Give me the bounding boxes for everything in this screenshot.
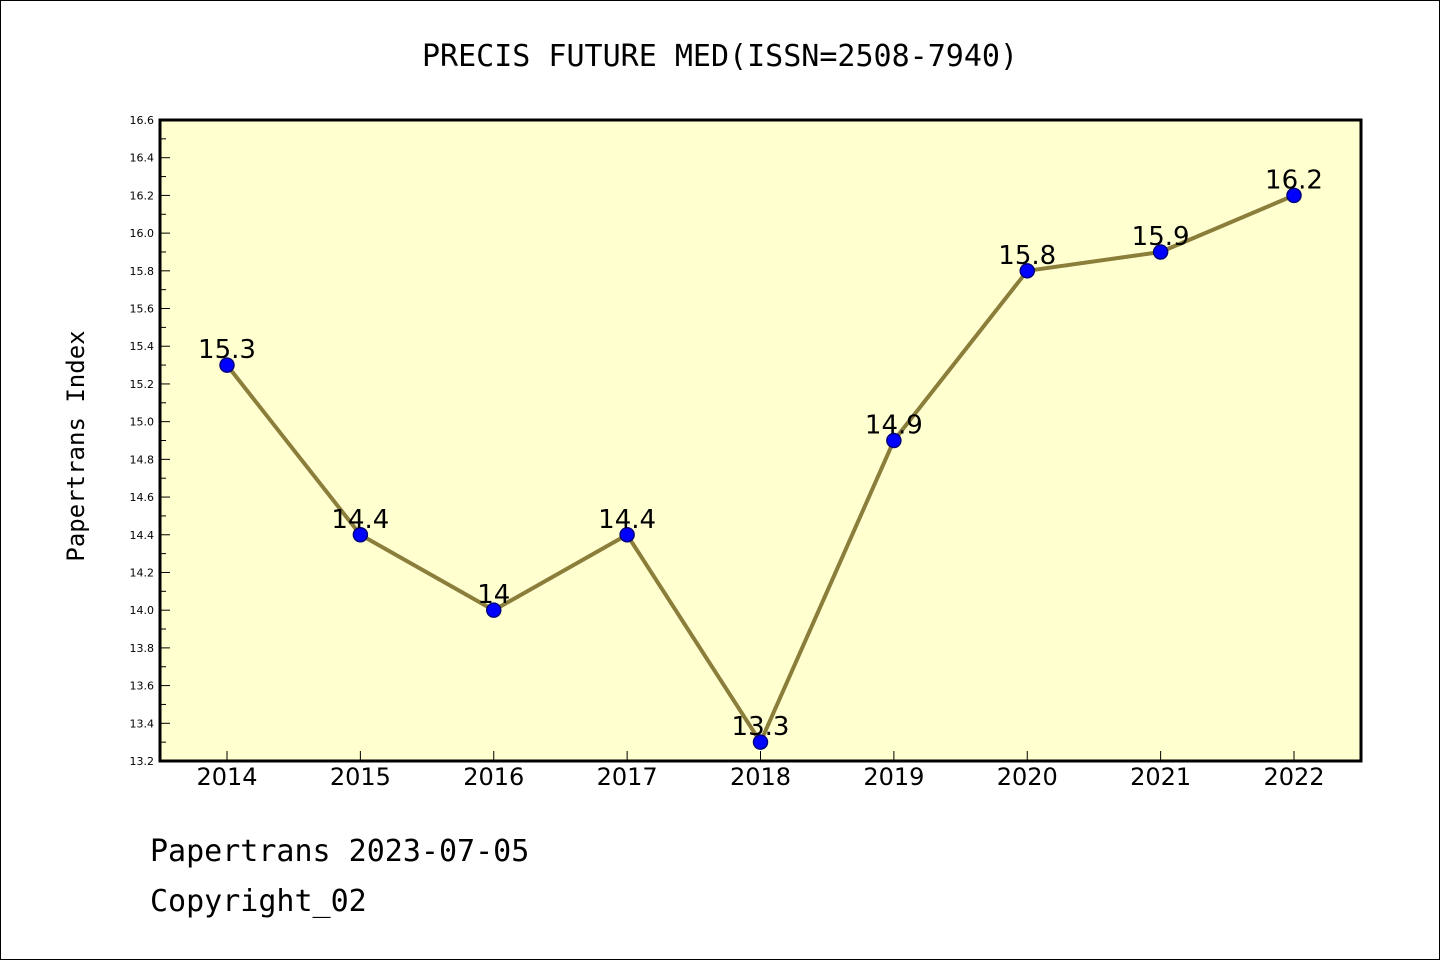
y-tick-label: 16.2 bbox=[130, 189, 155, 202]
x-tick-label: 2016 bbox=[463, 763, 524, 791]
y-tick-label: 14.4 bbox=[130, 529, 155, 542]
y-tick-label: 13.8 bbox=[130, 642, 155, 655]
y-tick-label: 13.4 bbox=[130, 717, 155, 730]
y-tick-label: 15.4 bbox=[130, 340, 155, 353]
y-axis-label: Papertrans Index bbox=[62, 330, 90, 561]
data-point-marker bbox=[219, 357, 235, 373]
data-point-label: 14.4 bbox=[331, 505, 389, 535]
y-tick-label: 13.2 bbox=[130, 755, 155, 768]
data-point-marker bbox=[1286, 187, 1302, 204]
y-axis-ticks: 13.2 13.4 13.6 13.8 14.0 14.2 14.4 14.6 14.8 15.0… bbox=[130, 114, 170, 768]
data-point-marker bbox=[352, 527, 369, 543]
x-tick-label: 2022 bbox=[1263, 763, 1324, 791]
data-point-label: 14 bbox=[477, 580, 510, 610]
data-labels: 15.3 14.4 14 14.4 13.3 14.9 15.8 15.9 16.2 bbox=[198, 165, 1323, 742]
y-tick-label: 14.6 bbox=[130, 491, 155, 504]
x-tick-label: 2020 bbox=[997, 763, 1058, 791]
chart-title: PRECIS FUTURE MED(ISSN=2508-7940) bbox=[422, 39, 1018, 74]
x-tick-label: 2021 bbox=[1130, 763, 1191, 791]
x-axis-ticks: 2014 2015 2016 2017 2018 2019 2020 2021 2022 bbox=[196, 751, 1325, 791]
data-point-label: 13.3 bbox=[732, 712, 790, 742]
data-point-label: 14.9 bbox=[865, 411, 923, 441]
plot-area bbox=[158, 118, 1363, 763]
data-point-label: 15.3 bbox=[198, 335, 256, 365]
x-tick-label: 2017 bbox=[597, 763, 658, 791]
y-tick-label: 15.6 bbox=[130, 303, 155, 316]
y-tick-label: 14.2 bbox=[130, 566, 155, 579]
data-point-marker bbox=[619, 527, 635, 543]
data-point-marker bbox=[1019, 263, 1035, 279]
y-tick-label: 16.6 bbox=[130, 114, 155, 127]
data-point-marker bbox=[752, 734, 769, 750]
y-tick-label: 14.0 bbox=[130, 604, 155, 617]
data-point-label: 16.2 bbox=[1265, 165, 1323, 195]
x-tick-label: 2015 bbox=[330, 763, 391, 791]
data-point-marker bbox=[1152, 244, 1169, 260]
data-point-label: 15.9 bbox=[1132, 222, 1190, 252]
data-point-label: 14.4 bbox=[598, 505, 656, 535]
x-tick-label: 2018 bbox=[730, 763, 791, 791]
y-tick-label: 15.2 bbox=[130, 378, 155, 391]
data-markers bbox=[219, 187, 1302, 750]
data-point-marker bbox=[486, 602, 502, 618]
y-tick-label: 16.0 bbox=[130, 227, 155, 240]
footer-date: Papertrans 2023-07-05 bbox=[150, 834, 530, 869]
x-tick-label: 2014 bbox=[196, 763, 257, 791]
footer-copyright: Copyright_02 bbox=[150, 884, 367, 919]
data-point-marker bbox=[886, 432, 902, 449]
x-tick-label: 2019 bbox=[863, 763, 924, 791]
data-point-label: 15.8 bbox=[998, 241, 1056, 271]
y-tick-label: 15.0 bbox=[130, 416, 155, 429]
y-tick-label: 13.6 bbox=[130, 680, 155, 693]
y-tick-label: 15.8 bbox=[130, 265, 155, 278]
y-tick-label: 14.8 bbox=[130, 453, 155, 466]
y-tick-label: 16.4 bbox=[130, 152, 155, 165]
